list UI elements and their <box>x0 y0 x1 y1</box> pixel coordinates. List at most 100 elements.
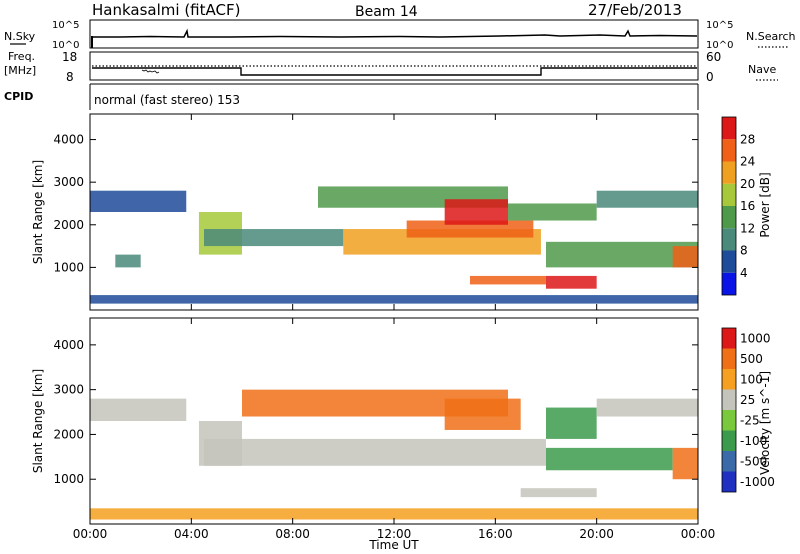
power-echo-region <box>90 295 698 304</box>
velocity-ylabel: Slant Range [km] <box>31 369 45 473</box>
x-tick-label: 12:00 <box>377 527 412 541</box>
nave-tick-top: 60 <box>706 50 721 64</box>
colorbar-tick-label: -1000 <box>740 475 775 489</box>
colorbar-tick-label: 8 <box>740 244 748 258</box>
colorbar-segment <box>722 117 736 140</box>
y-tick-label: 1000 <box>53 260 84 274</box>
power-echo-region <box>90 190 187 212</box>
y-tick-label: 2000 <box>53 218 84 232</box>
freq-tick-top: 18 <box>62 50 77 64</box>
colorbar-tick-label: 1000 <box>740 331 771 345</box>
colorbar-tick-label: 4 <box>740 266 748 280</box>
power-echo-region <box>672 246 698 268</box>
noise-tick-bottom-left: 10^0 <box>52 40 79 51</box>
x-tick-label: 20:00 <box>579 527 614 541</box>
y-tick-label: 3000 <box>53 383 84 397</box>
colorbar-segment <box>722 471 736 492</box>
y-tick-label: 3000 <box>53 175 84 189</box>
velocity-echo-region <box>672 447 698 480</box>
colorbar-segment <box>722 430 736 451</box>
velocity-colorbar-label: Velocity [m s^-1] <box>758 371 772 475</box>
colorbar-tick-label: 20 <box>740 177 755 191</box>
colorbar-tick-label: -500 <box>740 454 767 468</box>
frequency-strip: Freq. [MHz] 18 8 60 0 Nave <box>4 50 778 84</box>
colorbar-tick-label: 100 <box>740 372 763 386</box>
noise-tick-top-left: 10^5 <box>52 20 79 31</box>
power-echo-region <box>508 203 597 221</box>
power-echo-region <box>596 190 698 208</box>
power-colorbar-label: Power [dB] <box>758 172 772 237</box>
cpid-label: CPID <box>4 90 33 103</box>
colorbar-segment <box>722 328 736 349</box>
colorbar-segment <box>722 183 736 206</box>
colorbar-segment <box>722 206 736 229</box>
velocity-y-axis: 1000 2000 3000 4000 <box>53 338 698 486</box>
beam-title: Beam 14 <box>355 4 418 20</box>
velocity-echo-region <box>444 398 521 430</box>
x-tick-label: 16:00 <box>478 527 513 541</box>
colorbar-segment <box>722 348 736 369</box>
power-echo-region <box>115 254 141 268</box>
power-panel: 1000 2000 3000 4000 Slant Range [km] <box>31 113 699 311</box>
noise-tick-bottom-right: 10^0 <box>706 40 733 51</box>
power-data <box>90 186 698 304</box>
velocity-echo-region <box>520 488 597 498</box>
power-colorbar: 4 8 12 16 20 24 28 <box>721 116 755 296</box>
velocity-echo-region <box>204 438 546 466</box>
velocity-echo-region <box>90 508 698 520</box>
colorbar-tick-label: 16 <box>740 199 755 213</box>
power-echo-region <box>444 199 508 225</box>
colorbar-tick-label: 25 <box>740 393 755 407</box>
colorbar-segment <box>722 250 736 273</box>
colorbar-tick-label: -25 <box>740 413 760 427</box>
nave-tick-bottom: 0 <box>706 70 714 84</box>
velocity-panel: 1000 2000 3000 4000 Slant Range [km] <box>31 317 699 525</box>
power-ylabel: Slant Range [km] <box>31 160 45 264</box>
time-axis: 00:00 04:00 08:00 12:00 16:00 20:00 00:00 <box>73 114 716 541</box>
velocity-colorbar: 1000 500 100 25 -25 -100 -500 -1000 <box>721 327 775 493</box>
colorbar-tick-label: 28 <box>740 132 755 146</box>
y-tick-label: 2000 <box>53 427 84 441</box>
power-echo-region <box>546 275 597 289</box>
colorbar-segment <box>722 369 736 390</box>
x-tick-label: 04:00 <box>174 527 209 541</box>
velocity-echo-region <box>546 447 673 471</box>
colorbar-tick-label: 500 <box>740 352 763 366</box>
colorbar-segment <box>722 389 736 410</box>
nsky-label: N.Sky <box>4 30 36 43</box>
freq-label: Freq. <box>8 50 35 63</box>
time-axis-label: Time UT <box>368 538 419 552</box>
nave-label: Nave <box>748 63 776 76</box>
colorbar-segment <box>722 410 736 431</box>
colorbar-segment <box>722 161 736 184</box>
colorbar-tick-label: 12 <box>740 221 755 235</box>
station-title: Hankasalmi (fitACF) <box>92 1 240 19</box>
freq-tick-bottom: 8 <box>66 70 74 84</box>
colorbar-segment <box>722 139 736 162</box>
velocity-data <box>90 389 698 520</box>
velocity-echo-region <box>546 407 597 439</box>
colorbar-tick-label: -100 <box>740 434 767 448</box>
colorbar-segment <box>722 272 736 295</box>
noise-strip: N.Sky 10^5 10^0 10^5 10^0 N.Search <box>4 19 796 51</box>
power-echo-region <box>470 275 546 285</box>
y-tick-label: 4000 <box>53 133 84 147</box>
cpid-strip: CPID normal (fast stereo) 153 <box>4 83 699 110</box>
nsearch-label: N.Search <box>746 30 796 43</box>
colorbar-tick-label: 24 <box>740 155 755 169</box>
noise-tick-top-right: 10^5 <box>706 20 733 31</box>
freq-unit: [MHz] <box>4 64 36 77</box>
colorbar-segment <box>722 451 736 472</box>
x-tick-label: 00:00 <box>681 527 716 541</box>
y-tick-label: 4000 <box>53 338 84 352</box>
x-tick-label: 08:00 <box>275 527 310 541</box>
velocity-echo-region <box>596 398 698 417</box>
date-title: 27/Feb/2013 <box>588 1 682 19</box>
power-y-axis: 1000 2000 3000 4000 <box>53 133 698 274</box>
x-tick-label: 00:00 <box>73 527 108 541</box>
y-tick-label: 1000 <box>53 472 84 486</box>
colorbar-segment <box>722 228 736 251</box>
velocity-echo-region <box>90 398 187 421</box>
cpid-value: normal (fast stereo) 153 <box>94 93 240 107</box>
